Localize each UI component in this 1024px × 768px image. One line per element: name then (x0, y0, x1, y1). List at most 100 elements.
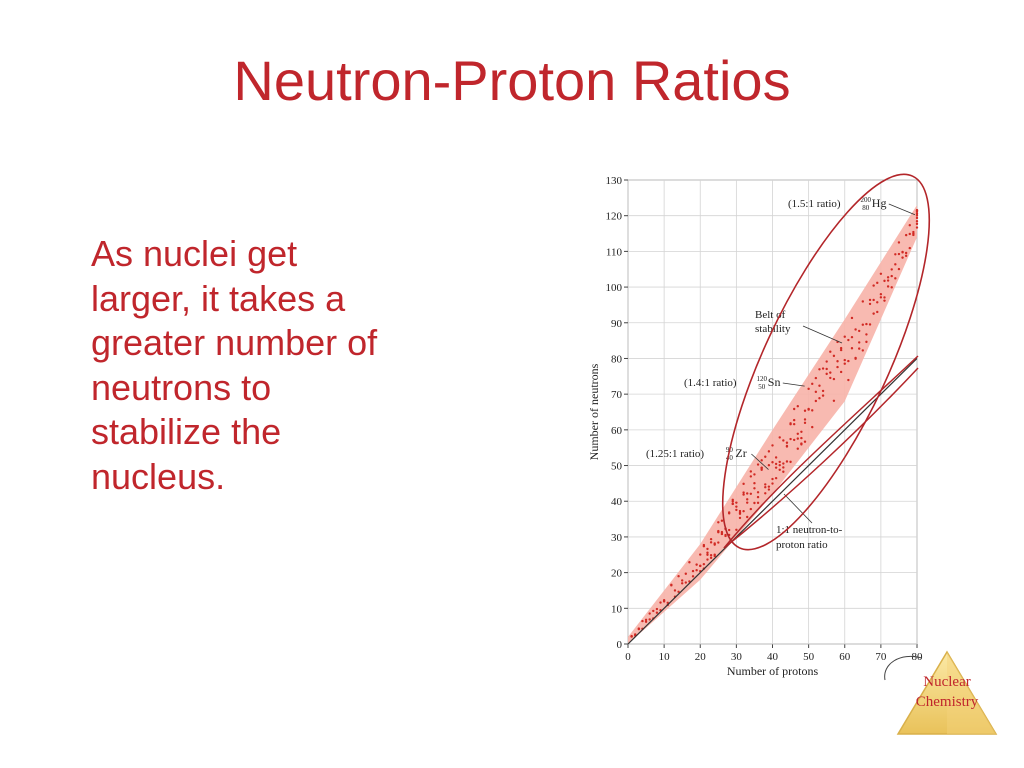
stable-nuclide-point (811, 425, 814, 429)
stable-nuclide-point (839, 370, 843, 374)
stable-nuclide-point (854, 328, 857, 331)
stable-nuclide-point (717, 541, 720, 544)
stable-nuclide-point (756, 463, 760, 466)
stable-nuclide-point (764, 483, 767, 486)
stable-nuclide-point (904, 233, 908, 237)
stable-nuclide-point (713, 554, 716, 558)
stable-nuclide-point (662, 600, 666, 603)
stable-nuclide-point (785, 441, 789, 444)
stable-nuclide-point (821, 389, 825, 393)
stable-nuclide-point (829, 376, 832, 380)
stable-nuclide-point (767, 464, 771, 467)
stable-nuclide-point (749, 492, 753, 495)
stable-nuclide-point (634, 633, 637, 636)
isotope-mass-number: 200 (861, 196, 872, 204)
stable-nuclide-point (861, 323, 865, 326)
stable-nuclide-point (767, 450, 771, 453)
stable-nuclide-point (774, 462, 778, 466)
stable-nuclide-point (778, 468, 781, 471)
stable-nuclide-point (749, 507, 753, 511)
body-line: greater number of (91, 322, 378, 363)
isotope-ratio: (1.5:1 ratio) (788, 198, 841, 210)
stable-nuclide-point (796, 405, 799, 408)
stable-nuclide-point (886, 285, 890, 288)
y-tick-label: 0 (617, 639, 623, 651)
stable-nuclide-point (764, 455, 767, 458)
x-tick-label: 60 (839, 651, 851, 663)
stable-nuclide-point (680, 582, 684, 585)
one-to-one-label-line2: proton ratio (776, 539, 828, 551)
badge-label: Nuclear Chemistry (896, 672, 998, 712)
stable-nuclide-point (894, 277, 897, 280)
isotope-symbol: Sn (768, 375, 781, 389)
stable-nuclide-point (695, 568, 698, 572)
stable-nuclide-point (706, 551, 709, 554)
stable-nuclide-point (865, 333, 868, 336)
stable-nuclide-point (803, 418, 807, 421)
stable-nuclide-point (897, 252, 901, 256)
x-tick-label: 20 (695, 651, 707, 663)
stable-nuclide-point (782, 466, 785, 469)
x-axis-label: Number of protons (727, 664, 819, 678)
body-line: nucleus. (91, 455, 226, 497)
stable-nuclide-point (742, 493, 745, 496)
stable-nuclide-point (771, 444, 774, 447)
stable-nuclide-point (890, 286, 893, 289)
y-tick-label: 40 (611, 496, 623, 508)
stable-nuclide-point (771, 477, 774, 481)
isotope-symbol: Hg (872, 196, 887, 210)
stable-nuclide-point (832, 377, 836, 381)
stable-nuclide-point (843, 358, 846, 362)
stable-nuclide-point (782, 439, 785, 442)
stable-nuclide-point (847, 359, 850, 363)
isotope-mass-number: 120 (757, 375, 768, 383)
stable-nuclide-point (818, 384, 821, 387)
stable-nuclide-point (897, 241, 901, 244)
stable-nuclide-point (865, 340, 868, 344)
stable-nuclide-point (901, 251, 904, 254)
stable-nuclide-point (876, 301, 879, 304)
stable-nuclide-point (771, 482, 774, 485)
stable-nuclide-point (800, 443, 803, 446)
zr-leader-line (751, 453, 769, 470)
stable-nuclide-point (738, 509, 742, 513)
stable-nuclide-point (847, 378, 850, 382)
stable-nuclide-point (890, 274, 893, 278)
stable-nuclide-point (858, 347, 861, 350)
stable-nuclide-point (774, 466, 778, 469)
x-tick-label: 10 (659, 651, 671, 663)
y-tick-label: 130 (606, 175, 623, 187)
x-tick-label: 0 (625, 651, 631, 663)
stable-nuclide-point (872, 284, 875, 287)
stable-nuclide-point (876, 281, 879, 285)
isotope-atomic-number: 50 (758, 383, 766, 391)
stable-nuclide-point (670, 583, 673, 586)
stable-nuclide-point (785, 444, 789, 448)
stable-nuclide-point (648, 612, 651, 615)
isotope-ratio: (1.4:1 ratio) (684, 377, 737, 389)
stable-nuclide-point (861, 300, 865, 303)
stable-nuclide-point (807, 387, 810, 391)
stable-nuclide-point (915, 214, 919, 217)
y-tick-label: 80 (611, 353, 623, 365)
stable-nuclide-point (915, 212, 919, 215)
y-tick-label: 10 (611, 603, 623, 615)
badge-line: Nuclear (923, 674, 971, 690)
stable-nuclide-point (821, 394, 825, 397)
isotope-symbol: Zr (735, 446, 746, 460)
stable-nuclide-point (699, 553, 702, 556)
stable-nuclide-point (803, 421, 807, 425)
stable-nuclide-point (742, 482, 745, 486)
stable-nuclide-point (818, 368, 821, 371)
stable-nuclide-point (832, 399, 836, 402)
stable-nuclide-point (753, 501, 756, 505)
stable-nuclide-point (702, 562, 706, 566)
stable-nuclide-point (883, 279, 886, 283)
stable-nuclide-point (735, 528, 738, 531)
stable-nuclide-point (702, 545, 706, 548)
stable-nuclide-point (753, 473, 756, 476)
